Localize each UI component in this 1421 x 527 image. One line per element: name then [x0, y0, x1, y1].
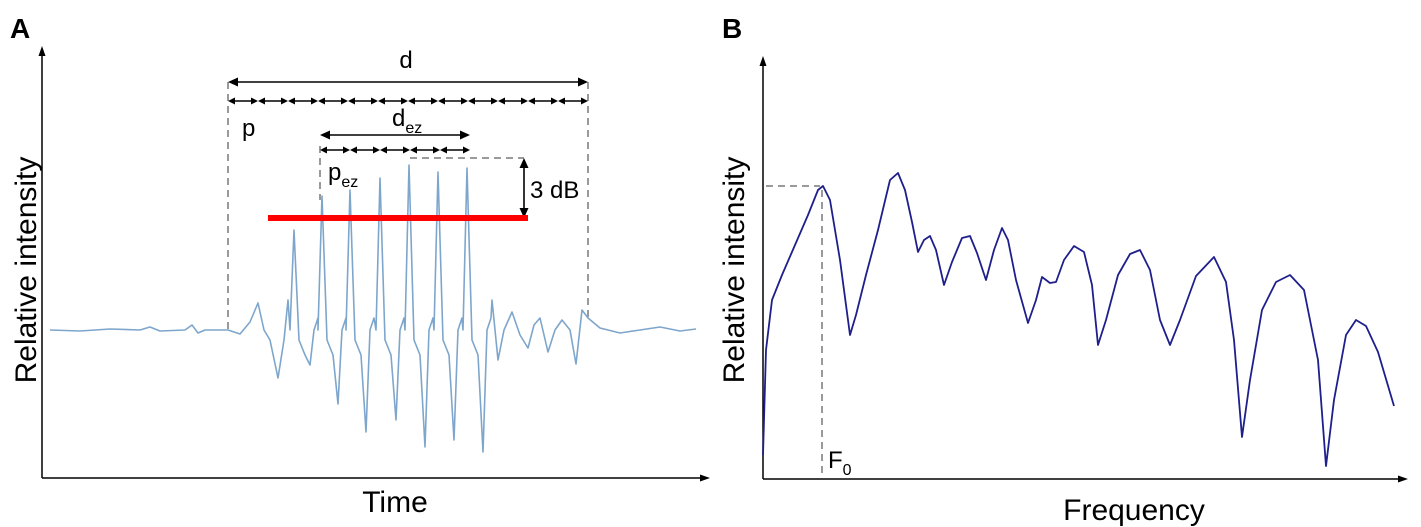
- panel-b-label: B: [722, 13, 742, 44]
- pez-row-arrowhead: [440, 147, 447, 154]
- pez-label-sub: ez: [341, 174, 358, 191]
- p-row-arrowhead: [288, 98, 295, 105]
- p-label: p: [242, 115, 255, 142]
- p-row-arrowhead: [438, 98, 445, 105]
- p-row-arrowhead: [348, 98, 355, 105]
- p-row-arrowhead: [251, 98, 258, 105]
- pez-row-arrowhead: [463, 147, 470, 154]
- p-row-arrowhead: [281, 98, 288, 105]
- f0-label: F0: [828, 447, 852, 479]
- pulse-period-row: [228, 98, 588, 105]
- echo-zone-period-row: [320, 147, 470, 154]
- d-arrow-right: [578, 78, 588, 87]
- p-row-arrowhead: [258, 98, 265, 105]
- pez-row-arrowhead: [433, 147, 440, 154]
- pez-row-arrowhead: [343, 147, 350, 154]
- p-row-arrowhead: [551, 98, 558, 105]
- pez-row-arrowhead: [410, 147, 417, 154]
- p-row-arrowhead: [408, 98, 415, 105]
- p-row-arrowhead: [461, 98, 468, 105]
- p-row-arrowhead: [521, 98, 528, 105]
- d-label: d: [399, 47, 412, 74]
- spectrum-trace: [763, 173, 1394, 466]
- panel-a: A Time Relative intensity d p dez: [10, 13, 710, 519]
- p-row-arrowhead: [581, 98, 588, 105]
- waveform-trace: [50, 165, 696, 452]
- p-row-arrowhead: [468, 98, 475, 105]
- panel-b-y-title: Relative intensity: [718, 157, 751, 384]
- p-row-arrowhead: [498, 98, 505, 105]
- dez-arrow-left: [320, 131, 330, 140]
- p-row-arrowhead: [431, 98, 438, 105]
- pez-row-arrowhead: [403, 147, 410, 154]
- panel-a-x-title: Time: [362, 486, 428, 519]
- p-row-arrowhead: [528, 98, 535, 105]
- p-row-arrowhead: [341, 98, 348, 105]
- panel-b-x-title: Frequency: [1063, 494, 1205, 527]
- panel-a-x-axis-arrow: [700, 475, 710, 482]
- p-row-arrowhead: [378, 98, 385, 105]
- panel-a-label: A: [10, 13, 30, 44]
- p-row-arrowhead: [491, 98, 498, 105]
- p-row-arrowhead: [371, 98, 378, 105]
- pez-row-arrowhead: [320, 147, 327, 154]
- p-row-arrowhead: [228, 98, 235, 105]
- f0-label-sub: 0: [843, 462, 852, 479]
- threshold-arrow-top: [520, 158, 529, 168]
- dez-label: dez: [392, 105, 422, 137]
- pez-label-base: p: [328, 159, 341, 186]
- p-row-arrowhead: [318, 98, 325, 105]
- panel-b-y-axis-arrow: [760, 56, 767, 66]
- d-arrow-left: [228, 78, 238, 87]
- pez-row-arrowhead: [373, 147, 380, 154]
- pez-row-arrowhead: [380, 147, 387, 154]
- dez-arrow-right: [460, 131, 470, 140]
- panel-b: B Frequency Relative intensity F0: [718, 13, 1408, 527]
- f0-label-base: F: [828, 447, 843, 474]
- panel-a-y-title: Relative intensity: [10, 157, 43, 384]
- p-row-arrowhead: [558, 98, 565, 105]
- panel-b-x-axis-arrow: [1398, 476, 1408, 483]
- dez-label-base: d: [392, 105, 405, 132]
- pez-row-arrowhead: [350, 147, 357, 154]
- dez-label-sub: ez: [405, 120, 422, 137]
- panel-a-y-axis-arrow: [39, 46, 46, 56]
- pez-label: pez: [328, 159, 358, 191]
- threshold-label: 3 dB: [530, 177, 579, 204]
- p-row-arrowhead: [401, 98, 408, 105]
- p-row-arrowhead: [311, 98, 318, 105]
